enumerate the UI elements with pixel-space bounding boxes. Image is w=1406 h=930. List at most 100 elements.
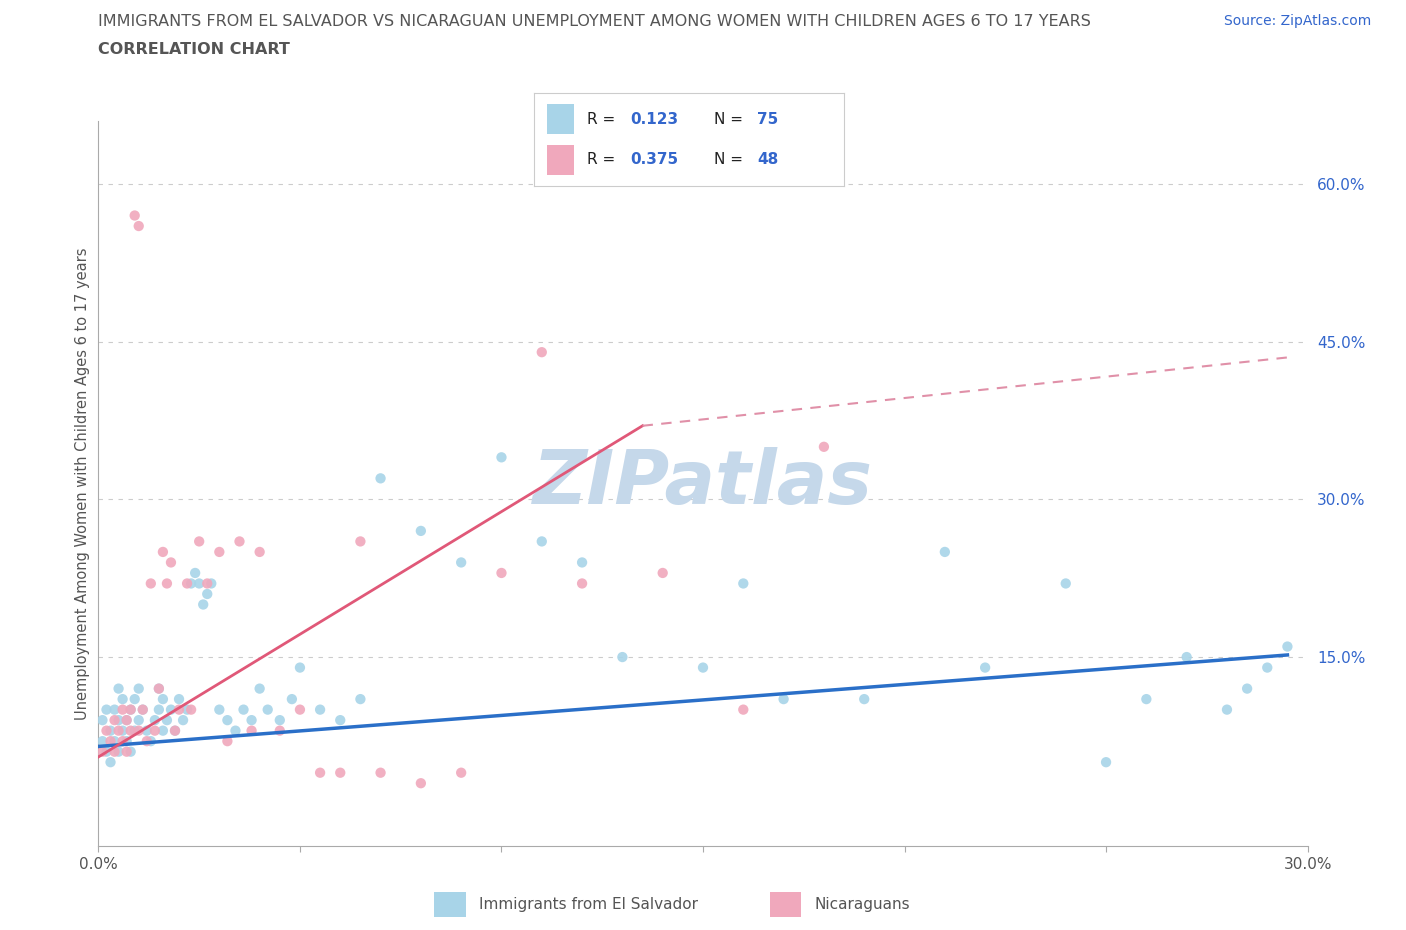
Point bbox=[450, 765, 472, 780]
Point bbox=[188, 576, 211, 591]
Point bbox=[309, 765, 332, 780]
Point bbox=[409, 776, 432, 790]
Point bbox=[571, 555, 593, 570]
Point bbox=[128, 712, 150, 727]
Point bbox=[120, 702, 142, 717]
Point bbox=[692, 660, 714, 675]
Point bbox=[107, 681, 129, 696]
Point bbox=[571, 576, 593, 591]
Point bbox=[135, 724, 157, 738]
Point bbox=[249, 544, 271, 559]
Point bbox=[132, 702, 155, 717]
Point bbox=[530, 345, 553, 360]
Point bbox=[96, 702, 118, 717]
Point bbox=[115, 712, 138, 727]
Point bbox=[176, 702, 198, 717]
Point bbox=[128, 724, 150, 738]
Text: 0.123: 0.123 bbox=[630, 112, 678, 126]
Point bbox=[148, 702, 170, 717]
Point bbox=[450, 555, 472, 570]
Point bbox=[195, 587, 218, 602]
Point bbox=[163, 724, 186, 738]
Point bbox=[100, 755, 122, 770]
Point bbox=[124, 208, 146, 223]
Point bbox=[111, 734, 134, 749]
FancyBboxPatch shape bbox=[547, 104, 575, 134]
Point bbox=[934, 544, 956, 559]
Point bbox=[530, 534, 553, 549]
Point bbox=[143, 724, 166, 738]
Point bbox=[974, 660, 997, 675]
Point bbox=[128, 219, 150, 233]
Point bbox=[91, 744, 114, 759]
Point bbox=[733, 702, 755, 717]
Point bbox=[309, 702, 332, 717]
Point bbox=[612, 650, 634, 665]
Point bbox=[193, 597, 215, 612]
FancyBboxPatch shape bbox=[770, 892, 801, 917]
Point bbox=[1135, 692, 1157, 707]
Point bbox=[409, 524, 432, 538]
Point bbox=[111, 724, 134, 738]
Point bbox=[96, 724, 118, 738]
Point bbox=[91, 712, 114, 727]
Point bbox=[156, 712, 179, 727]
Point bbox=[139, 576, 162, 591]
Point bbox=[103, 744, 125, 759]
Point bbox=[180, 576, 202, 591]
Point bbox=[1236, 681, 1258, 696]
Point bbox=[100, 734, 122, 749]
Text: 0.375: 0.375 bbox=[630, 153, 678, 167]
Point bbox=[195, 576, 218, 591]
Y-axis label: Unemployment Among Women with Children Ages 6 to 17 years: Unemployment Among Women with Children A… bbox=[75, 247, 90, 720]
Point bbox=[124, 724, 146, 738]
Point bbox=[103, 712, 125, 727]
Point bbox=[103, 734, 125, 749]
Point bbox=[370, 765, 392, 780]
Point bbox=[370, 471, 392, 485]
FancyBboxPatch shape bbox=[547, 145, 575, 175]
Text: N =: N = bbox=[714, 112, 748, 126]
Text: IMMIGRANTS FROM EL SALVADOR VS NICARAGUAN UNEMPLOYMENT AMONG WOMEN WITH CHILDREN: IMMIGRANTS FROM EL SALVADOR VS NICARAGUA… bbox=[98, 14, 1091, 29]
Text: R =: R = bbox=[586, 153, 620, 167]
Point bbox=[107, 712, 129, 727]
Point bbox=[103, 702, 125, 717]
Point bbox=[128, 681, 150, 696]
Point bbox=[111, 692, 134, 707]
Point bbox=[240, 724, 263, 738]
Point bbox=[853, 692, 876, 707]
Point bbox=[115, 744, 138, 759]
Point bbox=[135, 734, 157, 749]
Point bbox=[115, 712, 138, 727]
Point bbox=[1216, 702, 1239, 717]
Point bbox=[1256, 660, 1278, 675]
Point bbox=[172, 712, 194, 727]
Point bbox=[124, 692, 146, 707]
Point bbox=[176, 576, 198, 591]
Point bbox=[152, 724, 174, 738]
Point bbox=[256, 702, 278, 717]
Point bbox=[1095, 755, 1118, 770]
Point bbox=[217, 712, 239, 727]
Point bbox=[288, 702, 311, 717]
Point bbox=[228, 534, 250, 549]
Point bbox=[111, 702, 134, 717]
Point bbox=[349, 534, 371, 549]
Point bbox=[208, 544, 231, 559]
Point bbox=[491, 565, 513, 580]
Point bbox=[329, 712, 352, 727]
Point bbox=[160, 555, 183, 570]
Point bbox=[132, 702, 155, 717]
FancyBboxPatch shape bbox=[434, 892, 467, 917]
Point bbox=[180, 702, 202, 717]
Point bbox=[148, 681, 170, 696]
Point bbox=[813, 439, 835, 454]
Text: Nicaraguans: Nicaraguans bbox=[814, 897, 910, 912]
Text: Immigrants from El Salvador: Immigrants from El Salvador bbox=[478, 897, 697, 912]
Point bbox=[269, 724, 291, 738]
Point bbox=[148, 681, 170, 696]
Point bbox=[651, 565, 673, 580]
Point bbox=[184, 565, 207, 580]
Point bbox=[491, 450, 513, 465]
Point bbox=[139, 734, 162, 749]
